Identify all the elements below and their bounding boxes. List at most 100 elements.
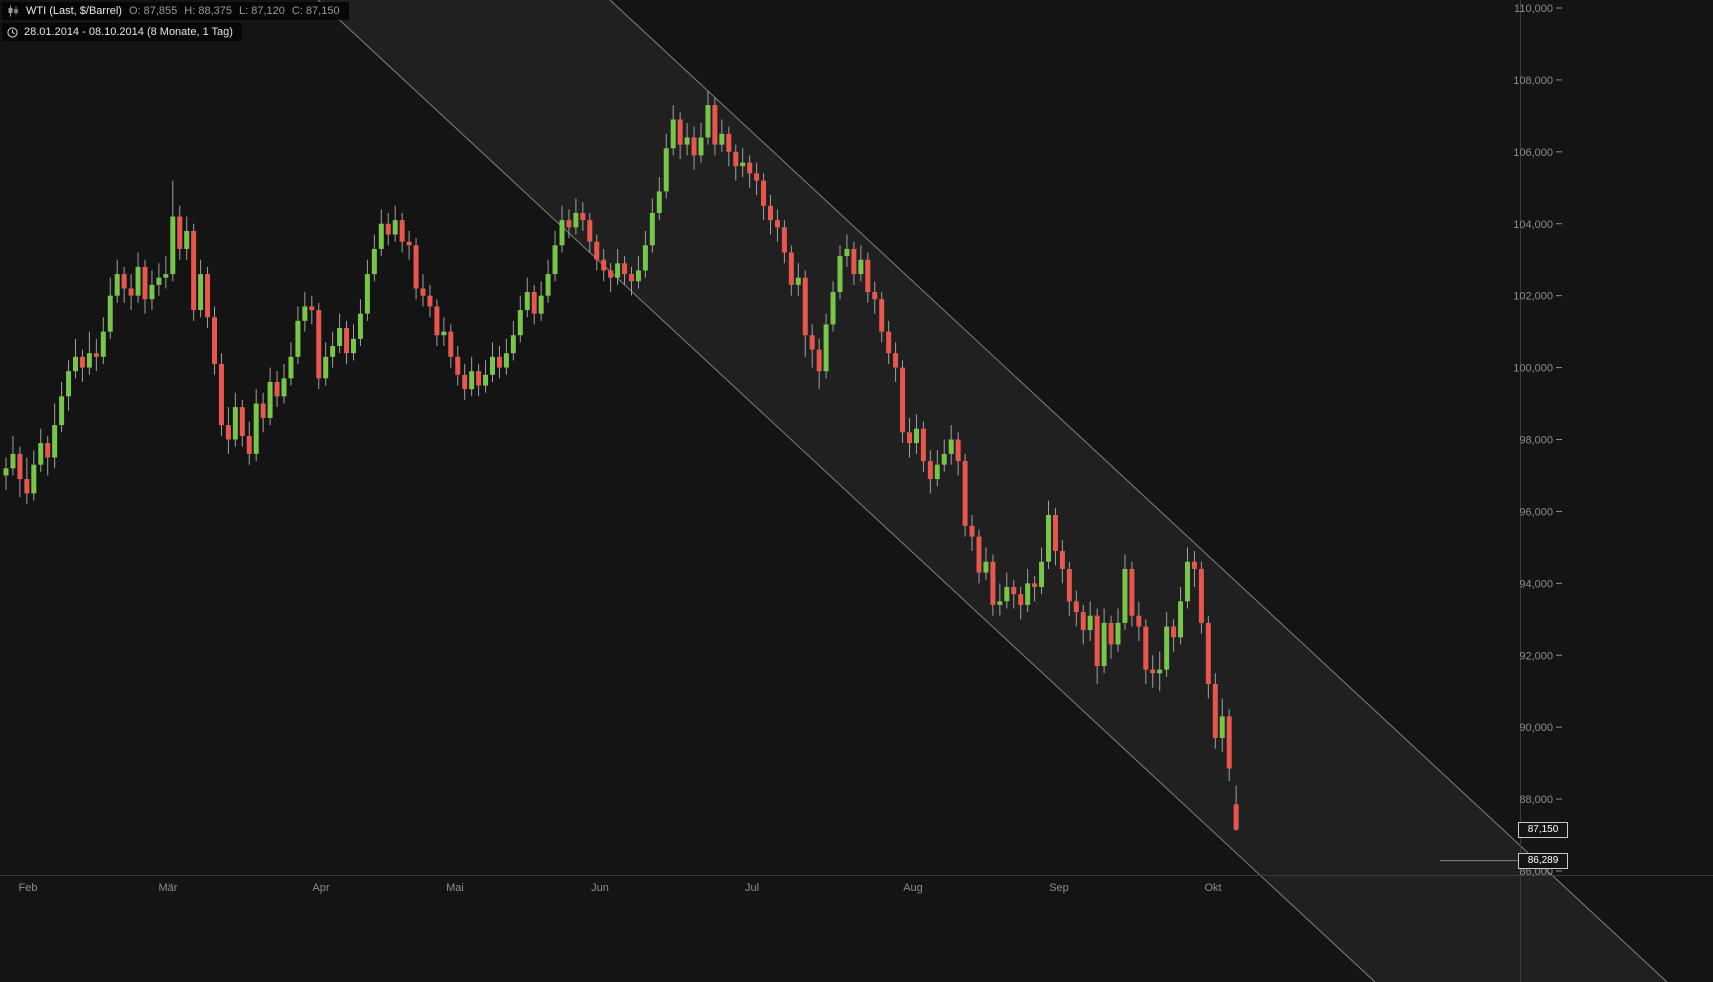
- candle: [566, 209, 572, 239]
- candle: [45, 435, 51, 476]
- candle: [830, 281, 836, 332]
- candle: [24, 457, 30, 505]
- candle: [455, 346, 461, 386]
- candle: [1087, 601, 1093, 641]
- candle-body-down: [274, 381, 280, 397]
- candle: [1191, 550, 1197, 587]
- candle-body-up: [656, 191, 662, 213]
- candle-body-down: [879, 299, 885, 332]
- candle-body-up: [517, 310, 523, 336]
- candle: [73, 338, 78, 379]
- candle-body-up: [934, 464, 940, 480]
- candle: [212, 306, 217, 375]
- candle-body-up: [684, 137, 690, 145]
- candle-body-down: [1094, 615, 1100, 667]
- candle-body-up: [663, 148, 669, 192]
- candle-body-down: [781, 227, 787, 253]
- candle: [552, 230, 558, 282]
- candle: [1052, 507, 1058, 566]
- candle-body-down: [990, 561, 996, 605]
- candle: [1233, 785, 1239, 831]
- candle: [1101, 608, 1107, 674]
- candle: [218, 353, 224, 436]
- candle: [1219, 698, 1225, 753]
- candle: [642, 230, 648, 278]
- trend-channel-upper-line[interactable]: [609, 0, 1668, 982]
- candle-body-up: [66, 371, 72, 397]
- candle: [1157, 651, 1163, 692]
- candle: [1004, 572, 1010, 609]
- candle-body-up: [844, 248, 850, 257]
- candle: [1039, 547, 1045, 595]
- candle-body-down: [177, 216, 183, 249]
- candle-body-down: [754, 173, 760, 181]
- candle-body-up: [302, 306, 308, 321]
- price-axis[interactable]: 110,000 108,000 106,000 104,000 102,000 100,0…: [1513, 3, 1562, 878]
- price-axis-label: 86,000: [1519, 866, 1553, 878]
- candle: [170, 180, 176, 282]
- candle: [934, 450, 940, 487]
- candle-body-down: [420, 288, 426, 296]
- candle: [295, 306, 301, 364]
- date-range-bar[interactable]: 28.01.2014 - 08.10.2014 (8 Monate, 1 Tag…: [2, 23, 242, 41]
- candle-body-down: [1018, 594, 1024, 605]
- candle-body-down: [246, 435, 252, 454]
- candle: [747, 155, 753, 188]
- candle: [490, 342, 495, 382]
- price-axis-label: 100,000: [1513, 363, 1553, 375]
- candle-body-up: [1185, 561, 1190, 602]
- candle-body-down: [344, 328, 350, 354]
- candle-body-down: [1191, 561, 1197, 569]
- candle: [545, 259, 551, 303]
- candle: [364, 259, 370, 321]
- candle: [531, 284, 537, 325]
- candle: [774, 209, 780, 242]
- candle-body-down: [601, 259, 607, 271]
- candle-body-up: [1122, 568, 1128, 623]
- candle: [309, 295, 315, 325]
- candle-body-up: [267, 381, 273, 418]
- candlestick-icon: [7, 5, 19, 17]
- candle: [900, 360, 906, 444]
- candle-body-down: [455, 356, 461, 375]
- candle-body-up: [1101, 622, 1107, 667]
- candle: [1143, 619, 1149, 685]
- time-axis-label: Jul: [745, 882, 759, 894]
- candle: [191, 223, 197, 321]
- candle-body-down: [1073, 601, 1079, 613]
- candle-body-up: [73, 356, 78, 372]
- candle: [128, 274, 134, 311]
- time-axis[interactable]: Feb Mär Apr Mai Jun Jul Aug Sep Okt: [19, 882, 1222, 894]
- trend-channel-lower-line[interactable]: [317, 0, 1376, 982]
- candle: [86, 331, 92, 375]
- candle-body-down: [872, 292, 878, 300]
- candle: [1115, 608, 1121, 652]
- candle-body-up: [1039, 561, 1045, 587]
- candle: [135, 252, 141, 303]
- candle-body-up: [10, 453, 16, 469]
- candle: [580, 202, 586, 231]
- candle-body-down: [1143, 626, 1149, 670]
- candle: [879, 292, 885, 343]
- candle: [239, 399, 245, 447]
- candle: [608, 263, 614, 293]
- candle-body-up: [649, 212, 655, 246]
- candle-body-up: [705, 105, 711, 138]
- candle-body-down: [1136, 615, 1142, 627]
- candle: [663, 133, 669, 199]
- price-axis-label: 106,000: [1513, 147, 1553, 159]
- ohlc-low: L: 87,120: [239, 5, 285, 17]
- candle-body-down: [239, 407, 245, 436]
- instrument-info-bar[interactable]: WTI (Last, $/Barrel) O: 87,855 H: 88,375…: [2, 2, 349, 20]
- time-axis-label: Sep: [1049, 882, 1069, 894]
- candle-body-down: [1205, 622, 1211, 685]
- candle-body-down: [427, 295, 433, 307]
- candle: [323, 342, 329, 386]
- candle-body-down: [927, 461, 933, 480]
- candle: [1032, 576, 1038, 602]
- candle-body-down: [809, 335, 815, 350]
- candle: [1059, 540, 1065, 584]
- candle: [225, 407, 231, 454]
- candle: [920, 421, 926, 472]
